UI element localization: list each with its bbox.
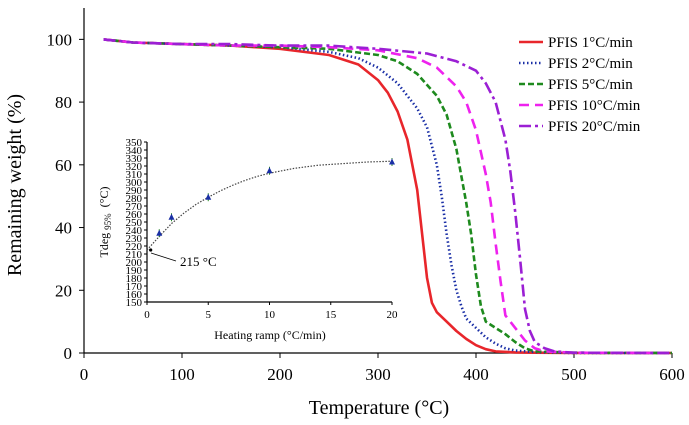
inset-chart: 0 5 10 15 20 15016017018019020021022023024025… — [97, 137, 398, 342]
series-line-5 — [103, 38, 673, 355]
inset-ticks: 0 5 10 15 20 15016017018019020021022023024025… — [126, 137, 399, 321]
inset-x-tick-label: 5 — [206, 309, 212, 321]
legend-label-2: PFIS 2°C/min — [548, 56, 633, 72]
inset-y-tick-label: 290 — [126, 185, 143, 197]
inset-x-tick-label: 10 — [264, 309, 276, 321]
inset-y-axis-title: Tdeg 95% (°C) — [97, 187, 114, 258]
inset-y-tick-label: 190 — [126, 265, 143, 277]
inset-y-tick-label: 320 — [126, 161, 143, 173]
series-line-3 — [103, 38, 673, 355]
inset-y-tick-label: 270 — [126, 201, 143, 213]
legend: PFIS 1°C/min PFIS 2°C/min PFIS 5°C/min PFIS… — [519, 35, 641, 135]
main-y-axis-title: Remaining weight (%) — [4, 94, 26, 276]
inset-ylabel-unit: (°C) — [97, 187, 111, 208]
inset-data-point — [205, 193, 212, 200]
inset-y-tick-label: 300 — [126, 177, 143, 189]
inset-y-tick-label: 330 — [126, 153, 143, 165]
main-x-axis-title: Temperature (°C) — [309, 397, 449, 419]
inset-y-tick-label: 280 — [126, 193, 143, 205]
inset-y-tick-label: 150 — [126, 297, 143, 309]
inset-plot — [146, 158, 395, 252]
inset-y-tick-label: 210 — [126, 249, 143, 261]
inset-y-tick-label: 240 — [126, 225, 143, 237]
inset-fit-curve — [146, 160, 393, 251]
main-x-tick-label: 500 — [561, 365, 587, 384]
inset-x-tick-label: 20 — [387, 309, 399, 321]
main-y-tick-label: 80 — [55, 93, 72, 112]
inset-x-axis-title: Heating ramp (°C/min) — [214, 328, 325, 342]
inset-y-tick-label: 350 — [126, 137, 143, 149]
inset-ylabel-sub: 95% — [103, 213, 113, 230]
legend-label-3: PFIS 5°C/min — [548, 77, 633, 93]
inset-data-point — [156, 229, 163, 236]
legend-label-1: PFIS 1°C/min — [548, 35, 633, 51]
annotation-point — [149, 248, 153, 252]
inset-y-tick-label: 340 — [126, 145, 143, 157]
inset-y-tick-label: 220 — [126, 241, 143, 253]
annotation-leader — [150, 252, 177, 262]
inset-y-tick-label: 260 — [126, 209, 143, 221]
annotation-label: 215 °C — [180, 254, 217, 269]
inset-x-tick-label: 15 — [325, 309, 337, 321]
inset-y-tick-label: 230 — [126, 233, 143, 245]
main-y-tick-label: 60 — [55, 156, 72, 175]
main-x-tick-label: 600 — [659, 365, 685, 384]
inset-data-point — [266, 167, 273, 174]
main-y-tick-label: 40 — [55, 219, 72, 238]
inset-y-tick-label: 180 — [126, 273, 143, 285]
main-x-tick-label: 0 — [80, 365, 89, 384]
main-x-tick-label: 300 — [365, 365, 391, 384]
legend-label-5: PFIS 20°C/min — [548, 119, 641, 135]
inset-y-tick-label: 310 — [126, 169, 143, 181]
main-y-tick-label: 0 — [64, 344, 73, 363]
main-series-group — [103, 38, 673, 355]
inset-y-axis-title-text: Tdeg 95% (°C) — [97, 187, 114, 258]
inset-y-tick-label: 200 — [126, 257, 143, 269]
series-line-4 — [103, 38, 673, 355]
inset-data-point — [389, 158, 395, 165]
inset-data-point — [168, 213, 175, 220]
main-y-tick-label: 20 — [55, 281, 72, 300]
main-x-tick-label: 200 — [267, 365, 293, 384]
inset-y-tick-label: 160 — [126, 289, 143, 301]
inset-y-tick-label: 170 — [126, 281, 143, 293]
inset-ylabel-main: Tdeg — [97, 233, 111, 258]
main-x-tick-label: 400 — [463, 365, 489, 384]
main-x-tick-label: 100 — [169, 365, 195, 384]
inset-x-tick-label: 0 — [144, 309, 150, 321]
legend-label-4: PFIS 10°C/min — [548, 98, 641, 114]
series-line-1 — [103, 38, 672, 355]
inset-y-tick-label: 250 — [126, 217, 143, 229]
main-y-tick-label: 100 — [47, 30, 73, 49]
